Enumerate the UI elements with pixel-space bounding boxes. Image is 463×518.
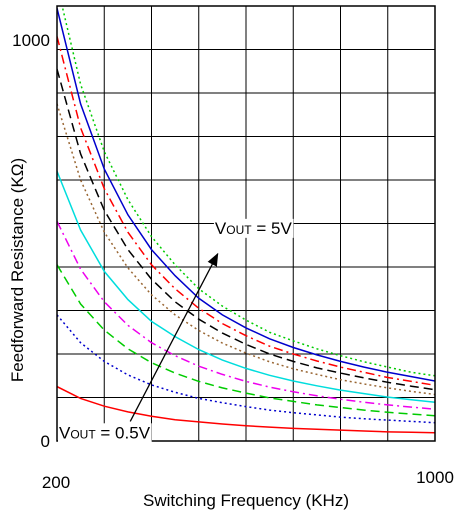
series-line-8 (57, 264, 435, 417)
series-line-6 (57, 171, 435, 404)
series-line-7 (57, 220, 435, 410)
arrow-layer (129, 252, 219, 422)
y-axis-label: Feedforward Resistance (KΩ) (8, 158, 27, 382)
series-line-10 (57, 385, 435, 434)
plot-frame (56, 5, 436, 442)
y-tick-label-max: 1000 (12, 31, 50, 50)
series-line-3 (57, 36, 435, 387)
annotation-vout-1: VOUT = 5V (215, 219, 293, 238)
x-tick-label-max: 1000 (416, 468, 454, 487)
trend-arrow (129, 252, 219, 422)
x-tick-label-min: 200 (42, 473, 70, 492)
y-tick-label-min: 0 (41, 432, 50, 451)
series-group (57, 6, 435, 434)
series-line-2 (57, 8, 435, 382)
annotation-background (213, 218, 294, 238)
series-line-9 (57, 314, 435, 424)
series-line-4 (57, 68, 435, 391)
annotations-group: VOUT = 5V VOUT = 0.5V (58, 218, 294, 443)
annotation-vout-2: VOUT = 0.5V (59, 423, 151, 442)
x-axis-label: Switching Frequency (KHz) (143, 491, 349, 510)
series-line-5 (57, 103, 435, 396)
annotation-background (58, 423, 152, 443)
